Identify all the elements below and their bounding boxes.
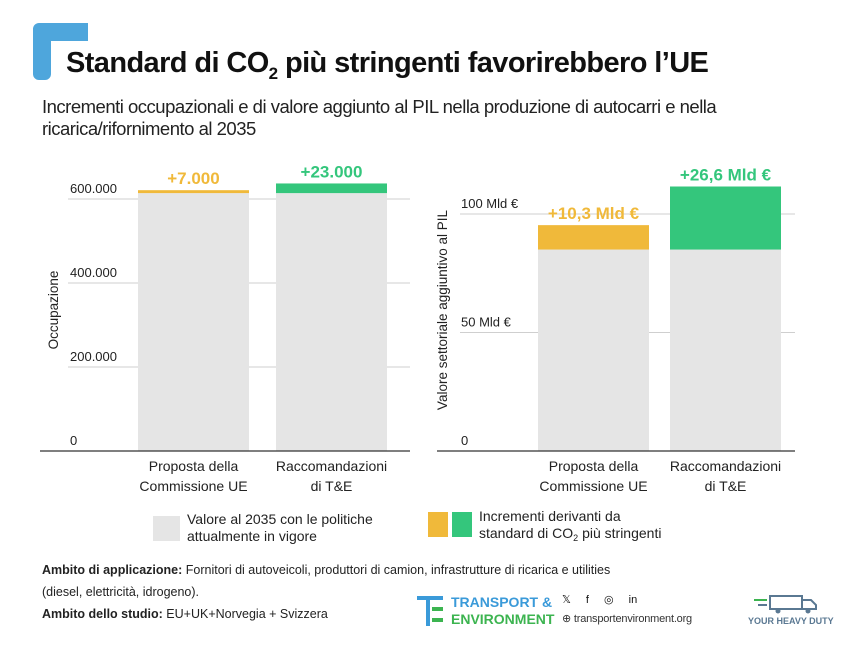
data-label: +7.000 xyxy=(167,169,219,188)
bar-increment xyxy=(276,183,387,194)
legend-swatch-base xyxy=(153,516,180,541)
x-tick-label: di T&E xyxy=(311,478,353,494)
y-tick-label: 200.000 xyxy=(70,349,117,364)
bar-base xyxy=(138,193,249,451)
social-icons[interactable]: 𝕏 f ◎ in xyxy=(562,594,638,606)
bar-increment xyxy=(670,186,781,250)
data-label: +23.000 xyxy=(301,162,363,181)
bar-base xyxy=(276,193,387,451)
website-link[interactable]: ⊕ transportenvironment.org xyxy=(562,613,692,625)
study-text: EU+UK+Norvegia + Svizzera xyxy=(162,607,328,621)
y-axis-label: Occupazione xyxy=(46,271,61,350)
x-tick-label: Proposta della xyxy=(549,458,639,474)
campaign-label: YOUR HEAVY DUTY xyxy=(748,616,834,626)
te-logo-icon xyxy=(417,596,443,626)
legend-label-base: attualmente in vigore xyxy=(187,528,317,544)
scope-note-2: (diesel, elettricità, idrogeno). xyxy=(42,585,200,599)
bar-base xyxy=(538,249,649,451)
logo-line-2: ENVIRONMENT xyxy=(451,611,555,627)
study-label: Ambito dello studio: xyxy=(42,607,163,621)
title-subscript: 2 xyxy=(268,63,278,83)
y-tick-label: 0 xyxy=(461,433,468,448)
legend-swatch-green xyxy=(452,512,472,537)
x-tick-label: di T&E xyxy=(705,478,747,494)
legend-swatch-yellow xyxy=(428,512,448,537)
legend-label-base: Valore al 2035 con le politiche xyxy=(187,511,373,527)
y-tick-label: 0 xyxy=(70,433,77,448)
scope-note: Ambito di applicazione: Fornitori di aut… xyxy=(42,563,610,578)
x-tick-label: Proposta della xyxy=(149,458,239,474)
chart-subtitle: Incrementi occupazionali e di valore agg… xyxy=(42,96,717,139)
data-label: +26,6 Mld € xyxy=(680,166,772,185)
study-note: Ambito dello studio: EU+UK+Norvegia + Sv… xyxy=(42,607,328,622)
x-tick-label: Commissione UE xyxy=(139,478,247,494)
logo-line-1: TRANSPORT & xyxy=(451,594,553,610)
te-logo: TRANSPORT & ENVIRONMENT xyxy=(417,594,557,628)
bar-base xyxy=(670,249,781,451)
bar-increment xyxy=(538,225,649,250)
y-tick-label: 100 Mld € xyxy=(461,196,519,211)
scope-label: Ambito di applicazione: xyxy=(42,563,183,577)
title-text: Standard di CO xyxy=(66,47,269,79)
x-tick-label: Raccomandazioni xyxy=(670,458,781,474)
y-axis-label: Valore settoriale aggiuntivo al PIL xyxy=(435,209,450,410)
corner-accent-icon xyxy=(33,23,88,80)
y-tick-label: 400.000 xyxy=(70,265,117,280)
bar-increment xyxy=(138,190,249,194)
chart-title: Standard di CO2 più stringenti favorireb… xyxy=(66,46,709,83)
y-tick-label: 50 Mld € xyxy=(461,315,512,330)
legend-label-increment: Incrementi derivanti da xyxy=(479,508,621,524)
x-tick-label: Commissione UE xyxy=(539,478,647,494)
y-tick-label: 600.000 xyxy=(70,181,117,196)
data-label: +10,3 Mld € xyxy=(548,204,640,223)
truck-icon xyxy=(754,595,817,614)
scope-text: Fornitori di autoveicoli, produttori di … xyxy=(182,563,611,577)
legend-label-increment-2: standard di CO2 più stringenti xyxy=(479,525,661,543)
title-text-end: più stringenti favorirebbero l’UE xyxy=(277,47,709,79)
x-tick-label: Raccomandazioni xyxy=(276,458,387,474)
